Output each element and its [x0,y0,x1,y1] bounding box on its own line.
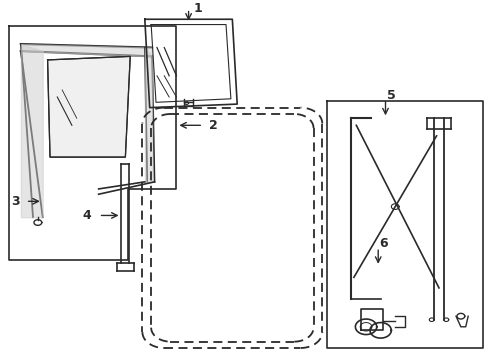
Text: 5: 5 [386,89,395,102]
Text: 3: 3 [11,195,20,208]
Text: 2: 2 [209,119,218,132]
Text: 4: 4 [82,209,91,222]
Polygon shape [47,57,130,157]
Text: 6: 6 [379,237,387,250]
Text: 1: 1 [193,2,202,15]
